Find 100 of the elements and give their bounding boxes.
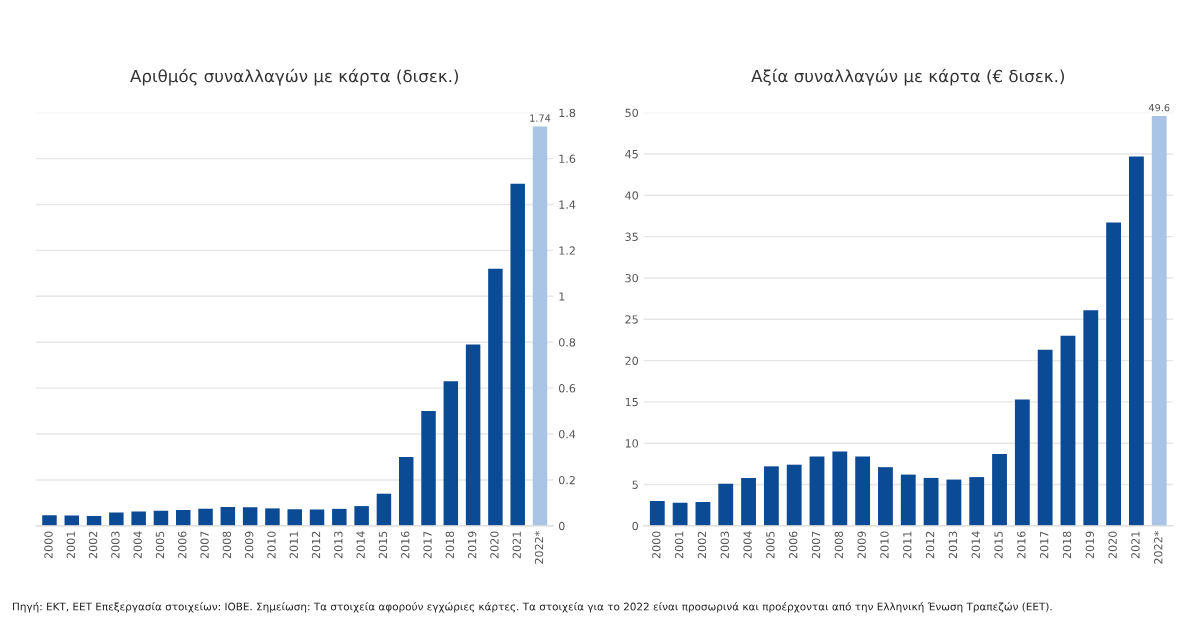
x-tick-label: 2007 <box>200 531 209 559</box>
x-tick-label: 2014 <box>971 531 980 559</box>
bar <box>176 510 191 526</box>
bar <box>786 464 802 526</box>
bar <box>741 477 756 526</box>
bar <box>421 411 436 526</box>
x-tick-label: 2018 <box>1062 531 1072 559</box>
y-tick-label: 10 <box>625 439 639 448</box>
y-tick-label: 1.2 <box>559 246 575 255</box>
y-tick-label: 30 <box>625 273 639 283</box>
y-tick-label: 0.6 <box>558 384 576 393</box>
bar <box>376 493 392 526</box>
bar <box>354 506 369 526</box>
bar <box>488 268 503 526</box>
x-tick-label: 2007 <box>811 531 821 559</box>
x-tick-label: 2013 <box>334 531 343 559</box>
data-label: 49.6 <box>1148 103 1170 112</box>
y-tick-label: 35 <box>625 232 638 242</box>
bar <box>695 501 711 526</box>
x-tick-label: 2010 <box>267 531 276 559</box>
x-tick-label: 2009 <box>857 531 866 559</box>
x-tick-label: 2003 <box>720 531 729 559</box>
y-tick-label: 45 <box>625 150 638 159</box>
bar <box>242 507 258 526</box>
x-tick-label: 2008 <box>834 531 844 559</box>
bar <box>198 508 213 526</box>
chart-title: Αξία συναλλαγών με κάρτα (€ δισεκ.) <box>751 68 1064 86</box>
bar <box>287 509 302 526</box>
bar <box>900 474 916 526</box>
x-tick-label: 2003 <box>111 531 120 559</box>
x-tick-label: 2021 <box>1131 531 1140 559</box>
bar <box>1151 115 1167 526</box>
bar <box>718 483 734 526</box>
bar <box>443 381 459 526</box>
x-tick-label: 2006 <box>789 531 798 559</box>
bar <box>1037 349 1053 526</box>
x-tick-label: 2019 <box>1085 531 1095 559</box>
y-tick-label: 40 <box>625 191 639 200</box>
x-tick-label: 2006 <box>178 531 187 559</box>
bar <box>855 456 871 526</box>
bar <box>109 512 124 526</box>
x-tick-label: 2017 <box>423 531 432 559</box>
x-tick-label: 2013 <box>948 531 958 559</box>
bar <box>131 511 146 526</box>
x-tick-label: 2005 <box>766 531 775 559</box>
y-tick-label: 0 <box>632 521 639 531</box>
bar <box>878 467 893 526</box>
x-tick-label: 2020 <box>490 531 499 559</box>
x-tick-label: 2011 <box>903 531 912 559</box>
x-tick-label: 2005 <box>155 531 165 559</box>
x-tick-label: 2016 <box>1017 531 1026 559</box>
x-tick-label: 2017 <box>1039 531 1049 559</box>
bar <box>832 451 848 526</box>
x-tick-label: 2010 <box>880 531 889 559</box>
bar <box>992 453 1007 526</box>
x-tick-label: 2012 <box>311 531 321 559</box>
bar <box>332 508 347 526</box>
y-tick-label: 1.4 <box>559 200 576 209</box>
y-tick-label: 1.8 <box>559 108 576 118</box>
x-tick-label: 2000 <box>44 531 53 559</box>
bar <box>1129 156 1144 526</box>
y-tick-label: 1 <box>559 292 565 301</box>
bar <box>220 507 236 526</box>
y-tick-label: 50 <box>625 108 639 118</box>
x-tick-label: 2022* <box>534 531 544 564</box>
bar <box>1106 222 1122 526</box>
y-tick-label: 25 <box>625 315 638 324</box>
x-tick-label: 2020 <box>1108 531 1117 559</box>
x-tick-label: 2002 <box>88 531 98 559</box>
bar <box>265 508 280 526</box>
x-tick-label: 2014 <box>356 531 365 559</box>
x-tick-label: 2009 <box>244 531 254 559</box>
y-tick-label: 20 <box>625 356 639 365</box>
bar <box>1083 310 1099 526</box>
x-tick-label: 2021 <box>512 531 521 559</box>
x-tick-label: 2012 <box>925 531 935 559</box>
x-tick-label: 2018 <box>445 531 455 559</box>
bar <box>969 477 985 526</box>
x-tick-label: 2002 <box>697 531 707 559</box>
x-tick-label: 2011 <box>289 531 298 559</box>
bar <box>532 126 548 526</box>
x-tick-label: 2019 <box>467 531 477 559</box>
text: Πηγή: ΕΚΤ, ΕΕΤ Επεξεργασία στοιχείων: ΙΟΒΕ. Σημείωση: Τα στοιχεία αφορούν εγχώριες κάρτες. Τα στοιχεία για το 2022 είναι προσωρινά και προέρχονται από την Ελληνική Ένωση Τραπεζών (ΕΕΤ). <box>13 602 1052 613</box>
y-tick-label: 0.4 <box>558 430 576 439</box>
bar <box>763 466 779 526</box>
x-tick-label: 2015 <box>378 531 388 559</box>
x-tick-label: 2016 <box>401 531 410 559</box>
x-tick-label: 2004 <box>743 531 752 559</box>
bar <box>1014 399 1030 526</box>
bar <box>946 479 962 526</box>
x-tick-label: 2004 <box>133 531 142 559</box>
y-tick-label: 0.8 <box>558 338 576 347</box>
x-tick-label: 2001 <box>66 531 75 559</box>
x-tick-label: 2001 <box>674 531 684 559</box>
bar <box>672 502 688 526</box>
bar <box>649 501 665 526</box>
bar <box>1060 335 1076 526</box>
y-tick-label: 5 <box>632 480 638 489</box>
bar <box>42 515 57 526</box>
x-tick-label: 2015 <box>994 531 1003 559</box>
